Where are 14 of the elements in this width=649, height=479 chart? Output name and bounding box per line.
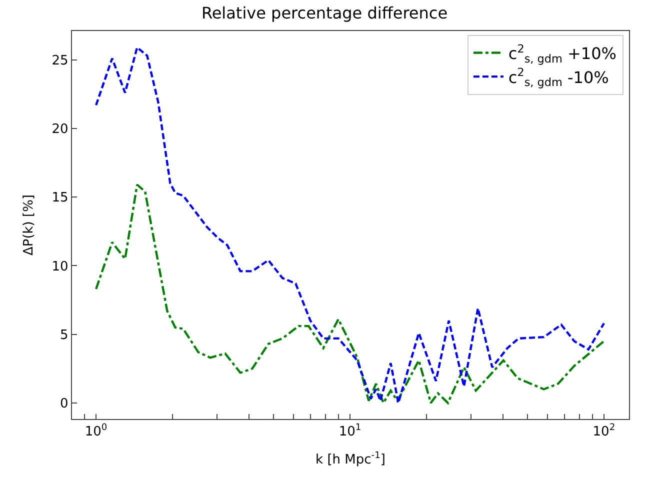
y-axis-title: ΔP(k) [%] xyxy=(22,194,37,256)
legend-label: c$^{2}$$_{s, gdm}$ +10% xyxy=(508,42,616,66)
x-axis-title: k [h Mpc$^{-1}$] xyxy=(316,450,386,468)
y-tick-label: 15 xyxy=(52,190,68,206)
y-tick-label: 10 xyxy=(52,259,68,274)
x-tick-label: 10$^{2}$ xyxy=(592,423,616,440)
chart-title: Relative percentage difference xyxy=(201,3,448,22)
y-tick-label: 20 xyxy=(52,122,68,137)
y-tick-label: 25 xyxy=(52,53,68,68)
x-tick-label: 10$^{0}$ xyxy=(84,423,108,440)
y-tick-label: 0 xyxy=(60,396,68,412)
y-tick-label: 5 xyxy=(60,328,68,343)
legend-label: c$^{2}$$_{s, gdm}$ -10% xyxy=(508,66,609,90)
x-tick-label: 10$^{1}$ xyxy=(338,423,362,440)
